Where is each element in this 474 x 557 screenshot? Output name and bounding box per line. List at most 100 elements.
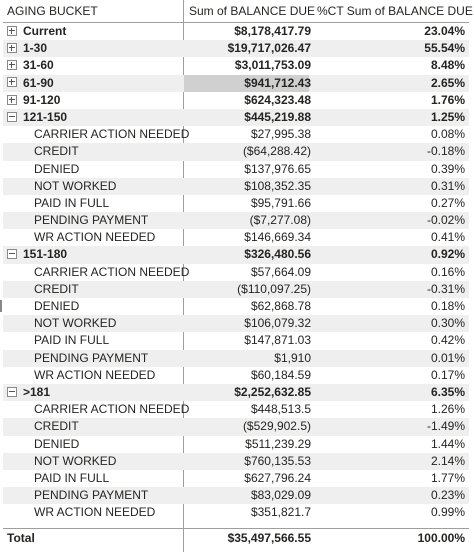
- pct-cell: 2.65%: [430, 75, 465, 90]
- expand-icon[interactable]: [7, 60, 17, 71]
- status-row[interactable]: CREDIT ($529,902.5) -1.49%: [3, 418, 469, 436]
- row-label: CARRIER ACTION NEEDED: [34, 126, 189, 143]
- collapse-icon[interactable]: [7, 249, 17, 260]
- row-label-text: 61-90: [23, 75, 54, 90]
- pct-cell: 0.27%: [430, 195, 465, 210]
- pct-cell: 0.39%: [430, 161, 465, 176]
- pct-cell: 1.76%: [430, 92, 465, 107]
- pct-cell: 0.99%: [430, 505, 465, 520]
- status-row[interactable]: PAID IN FULL $95,791.66 0.27%: [3, 195, 469, 212]
- pct-cell: -1.49%: [426, 419, 465, 434]
- status-row[interactable]: NOT WORKED $106,079.32 0.30%: [3, 315, 469, 333]
- collapse-icon[interactable]: [7, 111, 17, 122]
- pct-cell: 0.17%: [430, 367, 465, 382]
- balance-cell: $19,717,026.47: [227, 41, 311, 56]
- row-label-text: DENIED: [34, 299, 80, 313]
- row-label: PENDING PAYMENT: [34, 350, 148, 367]
- status-row[interactable]: PAID IN FULL $627,796.24 1.77%: [3, 470, 469, 487]
- pct-cell: 23.04%: [424, 24, 465, 38]
- bucket-row[interactable]: Current $8,178,417.79 23.04%: [3, 23, 469, 40]
- header-pct-balance-due[interactable]: %CT Sum of BALANCE DUE: [317, 4, 473, 18]
- row-label: WR ACTION NEEDED: [34, 504, 155, 521]
- row-label-text: NOT WORKED: [34, 453, 117, 468]
- bucket-row[interactable]: 151-180 $326,480.56 0.92%: [3, 246, 469, 264]
- row-label-text: CREDIT: [34, 281, 79, 296]
- header-balance-due[interactable]: Sum of BALANCE DUE: [189, 4, 316, 18]
- row-label-text: PAID IN FULL: [34, 470, 110, 485]
- balance-cell: ($110,097.25): [237, 281, 311, 296]
- row-label-text: WR ACTION NEEDED: [34, 230, 156, 245]
- expand-icon[interactable]: [7, 25, 17, 36]
- pct-cell: -0.18%: [426, 144, 465, 159]
- balance-cell: $137,976.65: [244, 161, 311, 176]
- row-label: NOT WORKED: [34, 315, 116, 332]
- status-row[interactable]: DENIED $62,868.78 0.18%: [3, 298, 469, 315]
- bucket-row[interactable]: 1-30 $19,717,026.47 55.54%: [3, 40, 469, 58]
- row-label: DENIED: [34, 161, 79, 178]
- status-row[interactable]: WR ACTION NEEDED $351,821.7 0.99%: [3, 504, 469, 521]
- balance-cell: $83,029.09: [250, 488, 311, 503]
- status-row[interactable]: PAID IN FULL $147,871.03 0.42%: [3, 332, 469, 349]
- balance-cell: $106,079.32: [244, 316, 311, 331]
- row-label: NOT WORKED: [34, 178, 116, 195]
- row-label: 91-120: [7, 92, 60, 109]
- status-row[interactable]: CARRIER ACTION NEEDED $448,513.5 1.26%: [3, 401, 469, 418]
- collapse-icon[interactable]: [7, 386, 17, 397]
- row-label: 61-90: [7, 75, 54, 92]
- pct-cell: 0.16%: [430, 264, 465, 279]
- expand-icon[interactable]: [7, 94, 17, 105]
- expand-icon[interactable]: [7, 43, 17, 54]
- balance-cell: $3,011,753.09: [234, 58, 311, 73]
- balance-cell: $448,513.5: [250, 402, 311, 417]
- status-row[interactable]: DENIED $137,976.65 0.39%: [3, 161, 469, 178]
- bucket-row[interactable]: 121-150 $445,219.88 1.25%: [3, 108, 469, 127]
- row-label-text: Current: [23, 24, 67, 38]
- status-row[interactable]: CARRIER ACTION NEEDED $57,664.09 0.16%: [3, 264, 469, 281]
- status-row[interactable]: PENDING PAYMENT ($7,277.08) -0.02%: [3, 212, 469, 230]
- row-label: WR ACTION NEEDED: [34, 367, 155, 384]
- resize-handle[interactable]: [0, 300, 2, 312]
- pct-cell: 1.25%: [430, 109, 465, 124]
- status-row[interactable]: CREDIT ($64,288.42) -0.18%: [3, 143, 469, 161]
- pct-cell: 2.14%: [430, 453, 465, 468]
- status-row[interactable]: NOT WORKED $760,135.53 2.14%: [3, 452, 469, 470]
- expand-icon[interactable]: [7, 77, 17, 88]
- bucket-row[interactable]: 61-90 $941,712.43 2.65%: [3, 74, 469, 92]
- pct-cell: 0.18%: [430, 299, 465, 313]
- status-row[interactable]: DENIED $511,239.29 1.44%: [3, 436, 469, 453]
- balance-cell: $351,821.7: [250, 505, 311, 520]
- pct-cell: 1.26%: [430, 402, 465, 417]
- row-label: >181: [7, 384, 50, 401]
- bucket-row[interactable]: 31-60 $3,011,753.09 8.48%: [3, 57, 469, 74]
- balance-cell: $146,669.34: [244, 230, 311, 245]
- row-label: PENDING PAYMENT: [34, 487, 148, 504]
- row-label: CARRIER ACTION NEEDED: [34, 264, 189, 281]
- status-row[interactable]: PENDING PAYMENT $1,910 0.01%: [3, 349, 469, 367]
- row-label: NOT WORKED: [34, 453, 116, 470]
- pct-cell: -0.31%: [426, 281, 465, 296]
- status-row[interactable]: PENDING PAYMENT $83,029.09 0.23%: [3, 487, 469, 505]
- header-aging-bucket[interactable]: AGING BUCKET: [7, 4, 98, 18]
- pct-cell: 55.54%: [424, 41, 465, 56]
- status-row[interactable]: NOT WORKED $108,352.35 0.31%: [3, 177, 469, 195]
- status-row[interactable]: WR ACTION NEEDED $60,184.59 0.17%: [3, 367, 469, 384]
- row-label: 31-60: [7, 57, 54, 74]
- bucket-row[interactable]: 91-120 $624,323.48 1.76%: [3, 92, 469, 109]
- status-row[interactable]: WR ACTION NEEDED $146,669.34 0.41%: [3, 229, 469, 246]
- pct-cell: 8.48%: [430, 58, 465, 73]
- status-row[interactable]: CREDIT ($110,097.25) -0.31%: [3, 280, 469, 298]
- row-label: PENDING PAYMENT: [34, 212, 148, 229]
- bucket-row[interactable]: >181 $2,252,632.85 6.35%: [3, 383, 469, 402]
- pct-cell: 1.44%: [430, 436, 465, 451]
- row-label: CREDIT: [34, 281, 79, 298]
- status-row[interactable]: CARRIER ACTION NEEDED $27,995.38 0.08%: [3, 126, 469, 143]
- balance-cell: $941,712.43: [244, 75, 311, 90]
- row-label: PAID IN FULL: [34, 195, 109, 212]
- balance-cell: $445,219.88: [244, 109, 311, 124]
- balance-cell: $57,664.09: [250, 264, 311, 279]
- balance-cell: $627,796.24: [244, 470, 311, 485]
- balance-cell: $60,184.59: [250, 367, 311, 382]
- row-label-text: 31-60: [23, 58, 54, 73]
- row-label-text: CREDIT: [34, 144, 79, 159]
- row-label-text: PENDING PAYMENT: [34, 213, 149, 228]
